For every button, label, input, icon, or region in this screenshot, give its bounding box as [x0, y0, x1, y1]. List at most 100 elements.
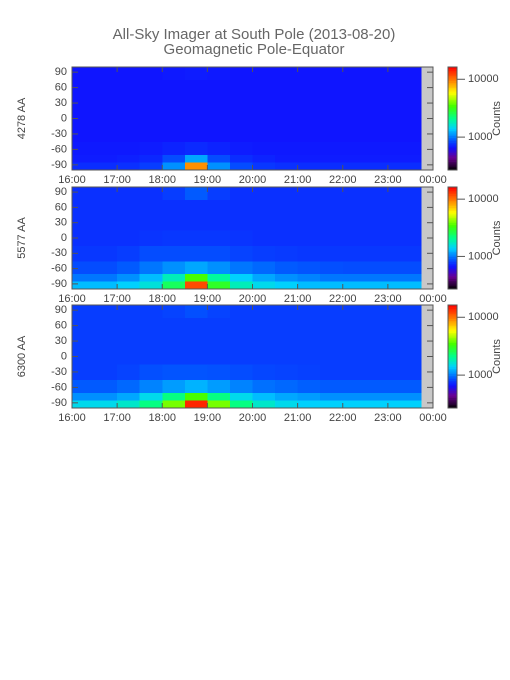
heatmap-cell — [94, 95, 118, 112]
heatmap-cell — [410, 317, 423, 334]
colorbar-swatch — [448, 341, 457, 344]
colorbar-swatch — [448, 210, 457, 213]
heatmap-cell — [117, 392, 140, 401]
no-data — [421, 154, 434, 163]
colorbar-swatch — [448, 310, 457, 313]
heatmap-cell — [387, 154, 411, 163]
heatmap-cell — [297, 110, 321, 127]
x-tick-label: 20:00 — [239, 412, 267, 424]
colorbar-swatch — [448, 401, 457, 404]
heatmap-cell — [72, 154, 95, 163]
heatmap-cell — [94, 187, 118, 201]
heatmap-cell — [275, 400, 298, 409]
heatmap-cell — [207, 187, 231, 201]
heatmap-cell — [139, 379, 163, 393]
heatmap-cell — [342, 67, 366, 81]
heatmap-cell — [229, 260, 253, 274]
heatmap-cell — [94, 348, 118, 365]
colorbar-swatch — [448, 118, 457, 121]
heatmap-cell — [387, 215, 411, 231]
heatmap-cell — [342, 317, 366, 334]
heatmap-cell — [139, 126, 163, 142]
colorbar-swatch — [448, 190, 457, 193]
colorbar-swatch — [448, 325, 457, 328]
heatmap-cell — [365, 154, 389, 163]
colorbar-swatch — [448, 187, 457, 190]
x-tick-label: 23:00 — [374, 174, 402, 186]
heatmap-cell — [72, 245, 95, 262]
y-tick-label: 0 — [61, 232, 67, 244]
heatmap-cell — [320, 230, 344, 246]
heatmap-cell — [184, 187, 208, 201]
heatmap-cell — [229, 126, 253, 142]
heatmap-cell — [275, 260, 298, 274]
heatmap-cell — [275, 187, 298, 201]
no-data — [421, 187, 434, 201]
y-tick-label: 0 — [61, 350, 67, 362]
heatmap-cell — [320, 95, 344, 112]
heatmap-cell — [162, 79, 186, 96]
colorbar-swatch — [448, 278, 457, 281]
heatmap-cell — [275, 67, 298, 81]
heatmap-cell — [320, 141, 344, 155]
heatmap-cell — [252, 245, 276, 262]
heatmap-cell — [342, 187, 366, 201]
heatmap-cell — [139, 187, 163, 201]
heatmap-cell — [320, 79, 344, 96]
heatmap-cell — [162, 392, 186, 401]
heatmap-cell — [410, 215, 423, 231]
heatmap-cell — [320, 333, 344, 350]
heatmap-cell — [320, 273, 344, 282]
colorbar-tick-label: 1000 — [468, 131, 492, 143]
colorbar-swatch — [448, 315, 457, 318]
colorbar-swatch — [448, 366, 457, 369]
colorbar-swatch — [448, 377, 457, 380]
heatmap-cell — [297, 67, 321, 81]
colorbar-swatch — [448, 164, 457, 167]
colorbar-swatch — [448, 133, 457, 137]
colorbar-swatch — [448, 130, 457, 133]
heatmap-cell — [117, 141, 140, 155]
colorbar-swatch — [448, 399, 457, 402]
heatmap-cell — [94, 317, 118, 334]
heatmap-cell — [229, 110, 253, 127]
heatmap-cell — [365, 379, 389, 393]
heatmap-cell — [184, 317, 208, 334]
colorbar-swatch — [448, 85, 457, 88]
heatmap-cell — [297, 400, 321, 409]
x-tick-label: 22:00 — [329, 174, 357, 186]
heatmap-cell — [162, 126, 186, 142]
heatmap-cell — [275, 199, 298, 216]
x-tick-label: 18:00 — [148, 412, 176, 424]
y-tick-label: 60 — [55, 320, 67, 332]
heatmap-cell — [184, 154, 208, 163]
heatmap-cell — [207, 392, 231, 401]
heatmap-cell — [94, 154, 118, 163]
colorbar-swatch — [448, 370, 457, 373]
colorbar-swatch — [448, 97, 457, 101]
heatmap-cell — [342, 379, 366, 393]
heatmap-cell — [387, 305, 411, 319]
heatmap-cell — [139, 260, 163, 274]
colorbar-swatch — [448, 285, 457, 288]
heatmap-cell — [184, 162, 208, 171]
x-tick-label: 18:00 — [148, 174, 176, 186]
colorbar-swatch — [448, 256, 457, 259]
heatmap-cell — [72, 215, 95, 231]
colorbar-frame — [447, 66, 458, 171]
colorbar-swatch — [448, 320, 457, 323]
colorbar-swatch — [448, 80, 457, 83]
colorbar-swatch — [448, 246, 457, 249]
heatmap-cell — [117, 348, 140, 365]
heatmap-cell — [94, 230, 118, 246]
heatmap-cell — [117, 215, 140, 231]
heatmap-cell — [72, 273, 95, 282]
heatmap-cell — [72, 126, 95, 142]
heatmap-cell — [387, 333, 411, 350]
x-tick-label: 18:00 — [148, 293, 176, 305]
heatmap-cell — [162, 67, 186, 81]
heatmap-cell — [252, 348, 276, 365]
heatmap-cell — [297, 333, 321, 350]
heatmap-cell — [139, 95, 163, 112]
colorbar-swatch — [448, 402, 457, 405]
